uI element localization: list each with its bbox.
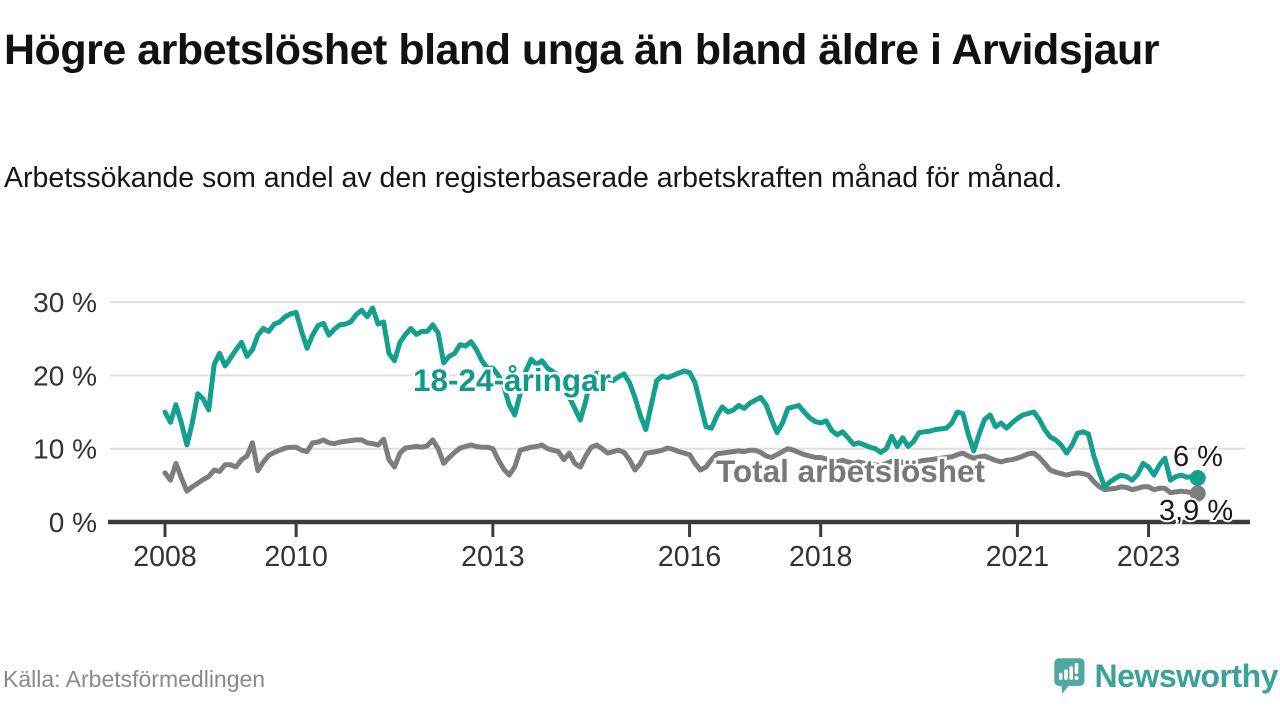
y-axis-tick-label: 0 % [49, 507, 97, 538]
page-title: Högre arbetslöshet bland unga än bland ä… [4, 26, 1160, 74]
series-label: 18-24-åringar [413, 362, 611, 398]
series-end-dot-youth [1189, 470, 1206, 487]
x-axis-tick-label: 2013 [461, 541, 524, 573]
source-caption: Källa: Arbetsförmedlingen [3, 666, 266, 692]
series-label: Total arbetslöshet [716, 453, 985, 489]
chart-subtitle: Arbetssökande som andel av den registerb… [4, 162, 1063, 194]
bar-2 [1064, 669, 1068, 680]
x-axis-tick-label: 2010 [264, 541, 327, 573]
x-axis-tick-label: 2008 [133, 541, 196, 573]
bubble-shape [1054, 658, 1085, 694]
x-axis-tick-label: 2018 [789, 541, 852, 573]
x-axis-tick-label: 2016 [658, 541, 721, 573]
end-value-label-total: 3,9 % [1159, 495, 1233, 527]
series-end-dot-total [1189, 485, 1206, 502]
bar-3 [1069, 666, 1074, 680]
series-line-youth [162, 305, 1201, 490]
newsworthy-bubble-icon [1054, 658, 1085, 694]
series-line-total [162, 436, 1201, 496]
end-value-label-youth: 6 % [1173, 441, 1223, 473]
y-axis-tick-label: 30 % [33, 287, 97, 318]
x-axis-tick-label: 2021 [986, 541, 1049, 573]
x-axis-tick-label: 2023 [1117, 541, 1180, 573]
exclamation-bar [1074, 662, 1079, 675]
bar-1 [1058, 672, 1063, 680]
exclamation-dot [1074, 675, 1079, 681]
newsworthy-logo: Newsworthy [1053, 646, 1279, 706]
y-axis-tick-label: 20 % [33, 360, 97, 391]
newsworthy-wordmark: Newsworthy [1094, 657, 1279, 694]
y-axis-tick-label: 10 % [33, 434, 97, 465]
